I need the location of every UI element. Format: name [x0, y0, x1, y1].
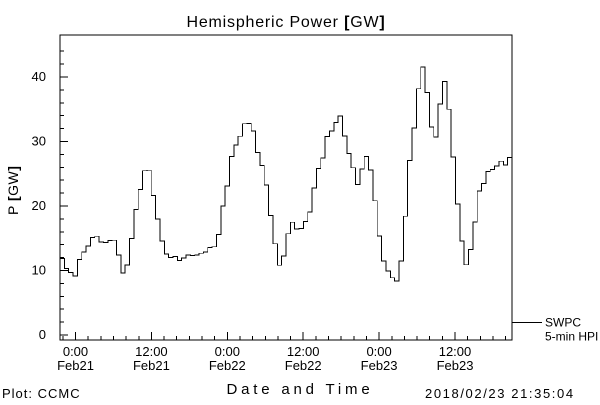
svg-text:Feb23: Feb23 — [437, 358, 474, 373]
svg-text:0: 0 — [39, 327, 46, 342]
svg-text:30: 30 — [32, 134, 46, 149]
svg-text:12:00: 12:00 — [135, 344, 168, 359]
svg-text:0:00: 0:00 — [366, 344, 391, 359]
svg-text:Feb21: Feb21 — [57, 358, 94, 373]
svg-text:0:00: 0:00 — [63, 344, 88, 359]
svg-text:10: 10 — [32, 263, 46, 278]
svg-text:Feb21: Feb21 — [133, 358, 170, 373]
svg-text:Feb23: Feb23 — [361, 358, 398, 373]
svg-text:5-min HPI: 5-min HPI — [545, 330, 598, 344]
svg-text:Feb22: Feb22 — [209, 358, 246, 373]
svg-text:12:00: 12:00 — [439, 344, 472, 359]
svg-text:Feb22: Feb22 — [285, 358, 322, 373]
svg-text:12:00: 12:00 — [287, 344, 320, 359]
svg-text:40: 40 — [32, 69, 46, 84]
svg-text:SWPC: SWPC — [545, 316, 581, 330]
svg-text:20: 20 — [32, 198, 46, 213]
svg-text:0:00: 0:00 — [215, 344, 240, 359]
